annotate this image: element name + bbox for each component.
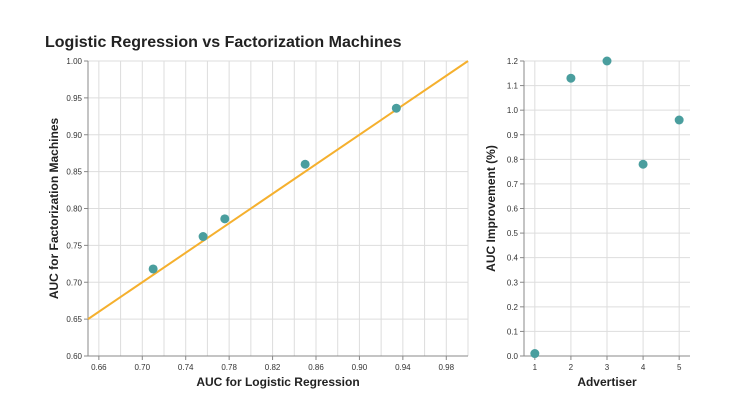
y-tick-label: 1.00 xyxy=(66,57,82,66)
auc-improvement-scatter: 1 2 3 4 5 0.0 0.1 0.2 0.3 0.4 0.5 0.6 0.7 0.8 0.9 1.0 1.… xyxy=(484,56,690,389)
y-tick-label: 0.80 xyxy=(66,205,82,214)
x-tick-label: 4 xyxy=(641,363,646,372)
x-axis-title: AUC for Logistic Regression xyxy=(196,375,359,389)
y-tick-label: 0.2 xyxy=(507,303,519,312)
y-tick-label: 1.0 xyxy=(507,106,519,115)
x-tick-label: 0.74 xyxy=(178,363,194,372)
x-tick-label: 0.66 xyxy=(91,363,107,372)
y-tick-label: 0.4 xyxy=(507,254,519,263)
y-tick-label: 0.9 xyxy=(507,131,519,140)
y-tick-label: 0.5 xyxy=(507,229,519,238)
lr-vs-fm-scatter: 0.66 0.70 0.74 0.78 0.82 0.86 0.90 0.94 0.98 0.60… xyxy=(47,57,469,389)
y-tick-label: 0.0 xyxy=(507,352,519,361)
x-tick-label: 0.86 xyxy=(308,363,324,372)
y-tick-label: 0.70 xyxy=(66,278,82,287)
y-tick-label: 0.3 xyxy=(507,278,519,287)
data-point xyxy=(602,56,612,66)
x-tick-label: 0.78 xyxy=(221,363,237,372)
y-tick-label: 0.6 xyxy=(507,205,519,214)
reference-line xyxy=(87,60,469,320)
y-tick-label: 0.75 xyxy=(66,241,82,250)
x-tick-label: 0.70 xyxy=(134,363,150,372)
data-point xyxy=(391,103,401,113)
data-point xyxy=(530,349,540,359)
y-axis-title: AUC Improvement (%) xyxy=(484,145,498,272)
y-tick-label: 0.1 xyxy=(507,327,519,336)
y-tick-label: 1.1 xyxy=(507,82,519,91)
data-point xyxy=(638,159,648,169)
y-tick-label: 1.2 xyxy=(507,57,519,66)
data-point xyxy=(220,214,230,224)
y-tick-label: 0.7 xyxy=(507,180,519,189)
data-point xyxy=(674,115,684,125)
data-point xyxy=(198,232,208,242)
x-tick-label: 2 xyxy=(569,363,574,372)
data-point xyxy=(300,159,310,169)
data-point xyxy=(148,264,158,274)
x-tick-label: 1 xyxy=(533,363,538,372)
y-axis-title: AUC for Factorization Machines xyxy=(47,118,61,300)
x-tick-label: 0.98 xyxy=(438,363,454,372)
y-tick-label: 0.85 xyxy=(66,168,82,177)
y-tick-label: 0.65 xyxy=(66,315,82,324)
y-tick-label: 0.90 xyxy=(66,131,82,140)
x-axis-title: Advertiser xyxy=(577,375,637,389)
y-tick-label: 0.95 xyxy=(66,94,82,103)
x-tick-label: 0.82 xyxy=(265,363,281,372)
x-tick-label: 0.94 xyxy=(395,363,411,372)
x-tick-label: 3 xyxy=(605,363,610,372)
x-tick-label: 5 xyxy=(677,363,682,372)
x-tick-label: 0.90 xyxy=(352,363,368,372)
y-tick-label: 0.60 xyxy=(66,352,82,361)
y-tick-label: 0.8 xyxy=(507,155,519,164)
data-point xyxy=(566,73,576,83)
chart-title: Logistic Regression vs Factorization Mac… xyxy=(45,34,402,51)
